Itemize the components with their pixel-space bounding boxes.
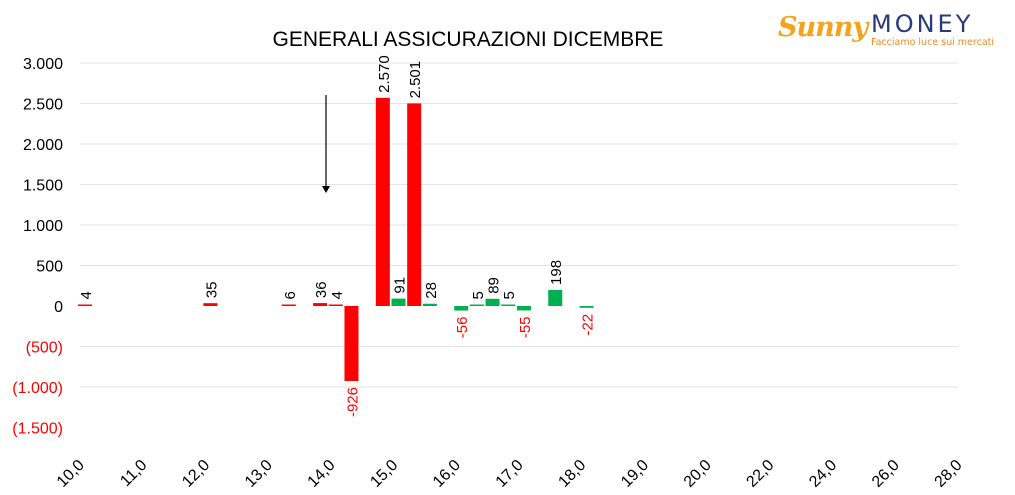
data-label: 91 — [392, 277, 409, 294]
data-label: -22 — [580, 314, 597, 336]
x-tick-label: 22,0 — [743, 457, 777, 491]
y-tick-label: 2.000 — [23, 137, 63, 154]
grid — [80, 62, 958, 388]
bar — [281, 304, 296, 306]
bar — [203, 303, 218, 306]
x-tick-label: 13,0 — [242, 457, 276, 491]
x-tick-label: 28,0 — [932, 457, 966, 491]
data-label: 4 — [78, 291, 95, 299]
data-label: 2.501 — [407, 61, 424, 99]
x-tick-label: 12,0 — [179, 457, 213, 491]
y-axis: 3.000 2.500 2.000 1.500 1.000 500 0 (500) (1.000… — [12, 56, 63, 438]
y-tick-label: (500) — [26, 340, 63, 357]
y-tick-label: (1.000) — [12, 380, 63, 397]
logo-money: MONEY — [871, 10, 974, 38]
bar — [485, 298, 500, 306]
bar — [375, 97, 390, 306]
data-label: 36 — [313, 281, 330, 298]
x-axis: 10,0 11,0 12,0 13,0 14,0 15,0 16,0 17,0 18,0 19,0… — [54, 457, 966, 491]
bar — [454, 306, 469, 311]
bar — [78, 304, 92, 306]
annotation-arrow — [322, 95, 330, 193]
x-tick-label: 17,0 — [493, 457, 527, 491]
data-label: 2.570 — [376, 55, 393, 93]
bar — [422, 303, 437, 306]
bar — [501, 304, 516, 306]
x-tick-label: 15,0 — [367, 457, 401, 491]
x-tick-label: 19,0 — [618, 457, 652, 491]
data-label: 89 — [486, 277, 503, 294]
y-tick-label: 3.000 — [23, 56, 63, 73]
y-tick-label: 1.000 — [23, 218, 63, 235]
y-tick-label: (1.500) — [12, 421, 63, 438]
x-tick-label: 18,0 — [555, 457, 589, 491]
data-label: -926 — [344, 387, 361, 417]
x-tick-label: 16,0 — [430, 457, 464, 491]
data-label: -55 — [517, 316, 534, 338]
x-tick-label: 26,0 — [869, 457, 903, 491]
data-label: 4 — [329, 291, 346, 299]
data-labels: 4 35 6 364-9262.570912.50128-565895-55198-2… — [78, 55, 597, 417]
bar — [344, 306, 359, 382]
bar — [579, 306, 594, 308]
sunny-money-logo: Sunny MONEY Facciamo luce sui mercati — [776, 8, 1006, 48]
y-tick-label: 500 — [36, 259, 63, 276]
x-tick-label: 20,0 — [681, 457, 715, 491]
data-label: 28 — [423, 282, 440, 299]
data-label: 6 — [282, 291, 299, 299]
logo-tagline: Facciamo luce sui mercati — [871, 37, 994, 48]
bar — [328, 304, 343, 306]
bar — [516, 306, 531, 311]
x-tick-label: 10,0 — [54, 457, 88, 491]
data-label: -56 — [454, 317, 471, 339]
bar — [391, 298, 406, 306]
y-tick-label: 0 — [54, 299, 63, 316]
bar — [313, 303, 328, 306]
bars — [78, 97, 594, 382]
x-tick-label: 11,0 — [117, 457, 150, 490]
bar — [548, 289, 563, 306]
bar — [407, 103, 422, 306]
y-tick-label: 2.500 — [23, 97, 63, 114]
y-tick-label: 1.500 — [23, 178, 63, 195]
data-label: 198 — [548, 260, 565, 285]
chart-title: GENERALI ASSICURAZIONI DICEMBRE — [273, 28, 664, 51]
data-label: 5 — [470, 291, 487, 299]
x-tick-label: 14,0 — [305, 457, 339, 491]
logo-sunny: Sunny — [778, 12, 868, 43]
data-label: 5 — [501, 291, 518, 299]
x-tick-label: 24,0 — [806, 457, 840, 491]
data-label: 35 — [203, 281, 220, 298]
bar — [469, 304, 484, 306]
